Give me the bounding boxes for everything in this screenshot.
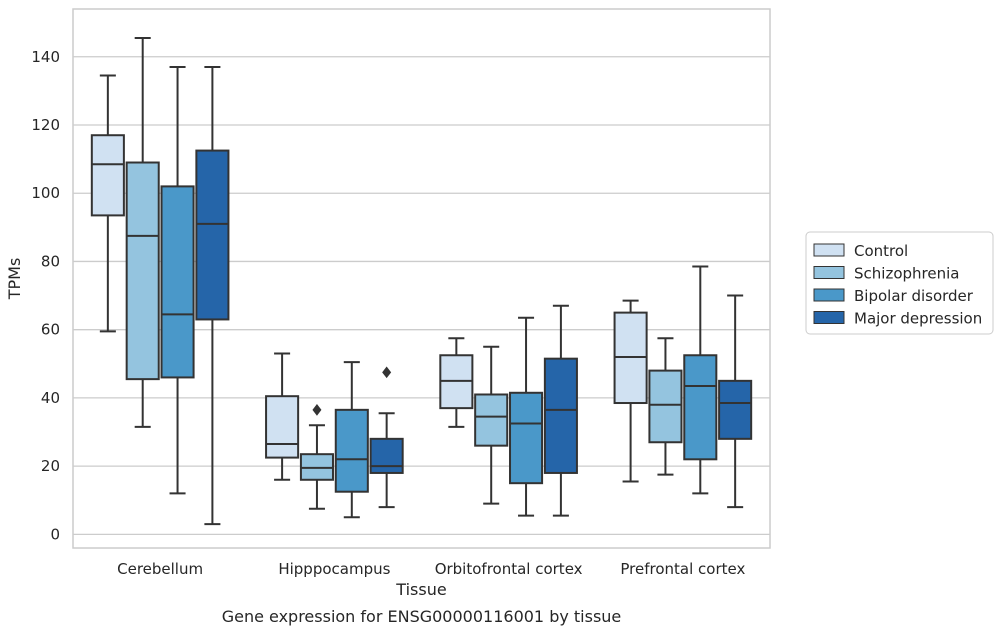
- y-tick-label: 60: [41, 321, 60, 339]
- plot-frame: [72, 8, 771, 549]
- x-axis-ticks: Cerebellum Hipppocampus Orbitofrontal cort…: [117, 560, 745, 578]
- box-bipolar-disorder: [683, 265, 718, 495]
- y-tick-label: 40: [41, 389, 60, 407]
- legend-swatch: [813, 288, 845, 302]
- y-tick-label: 80: [41, 252, 60, 270]
- box-control: [265, 352, 300, 481]
- box-iqr: [509, 391, 544, 485]
- box-schizophrenia: [125, 36, 160, 428]
- box-control: [439, 337, 474, 428]
- legend-swatch: [813, 243, 845, 257]
- box-iqr: [160, 185, 195, 379]
- box-control: [613, 299, 648, 483]
- box-bipolar-disorder: [334, 361, 369, 519]
- box-iqr: [683, 354, 718, 461]
- box-schizophrenia: [474, 345, 509, 505]
- legend-label: Bipolar disorder: [854, 287, 974, 305]
- y-axis-ticks: 0 20 40 60 80 100 120 140: [31, 48, 60, 544]
- box-iqr: [334, 408, 369, 493]
- legend-swatch: [813, 311, 845, 324]
- box-series: [90, 36, 753, 526]
- box-control: [90, 74, 125, 333]
- box-iqr: [369, 437, 404, 474]
- box-iqr: [265, 395, 300, 459]
- box-iqr: [648, 369, 683, 444]
- x-tick-label: Prefrontal cortex: [620, 560, 745, 578]
- y-tick-label: 120: [31, 116, 60, 134]
- box-major-depression: [195, 65, 230, 526]
- box-major-depression: [718, 294, 753, 509]
- box-iqr: [474, 393, 509, 447]
- box-schizophrenia: [648, 337, 683, 476]
- box-major-depression: [369, 366, 404, 509]
- x-tick-label: Orbitofrontal cortex: [435, 560, 583, 578]
- outlier-point: [312, 403, 322, 416]
- legend-frame: [805, 231, 994, 335]
- box-major-depression: [543, 304, 578, 517]
- legend-swatch: [813, 266, 845, 279]
- y-tick-label: 0: [50, 525, 60, 543]
- box-iqr: [543, 357, 578, 474]
- box-iqr: [195, 149, 230, 321]
- box-iqr: [90, 134, 125, 217]
- outlier-point: [382, 366, 392, 379]
- legend-label: Control: [854, 242, 908, 260]
- box-iqr: [718, 379, 753, 440]
- box-schizophrenia: [299, 403, 334, 510]
- y-tick-label: 20: [41, 457, 60, 475]
- box-bipolar-disorder: [509, 316, 544, 517]
- legend-label: Schizophrenia: [854, 265, 959, 283]
- legend: Control Schizophrenia Bipolar disorder Majo…: [805, 231, 994, 335]
- y-axis-label: TPMs: [5, 258, 24, 301]
- x-tick-label: Cerebellum: [117, 560, 203, 578]
- x-tick-label: Hipppocampus: [278, 560, 390, 578]
- chart-caption: Gene expression for ENSG00000116001 by t…: [222, 607, 622, 626]
- legend-label: Major depression: [854, 310, 982, 328]
- y-tick-label: 140: [31, 48, 60, 66]
- y-tick-label: 100: [31, 184, 60, 202]
- box-bipolar-disorder: [160, 65, 195, 495]
- x-axis-label: Tissue: [395, 580, 446, 599]
- box-iqr: [125, 161, 160, 381]
